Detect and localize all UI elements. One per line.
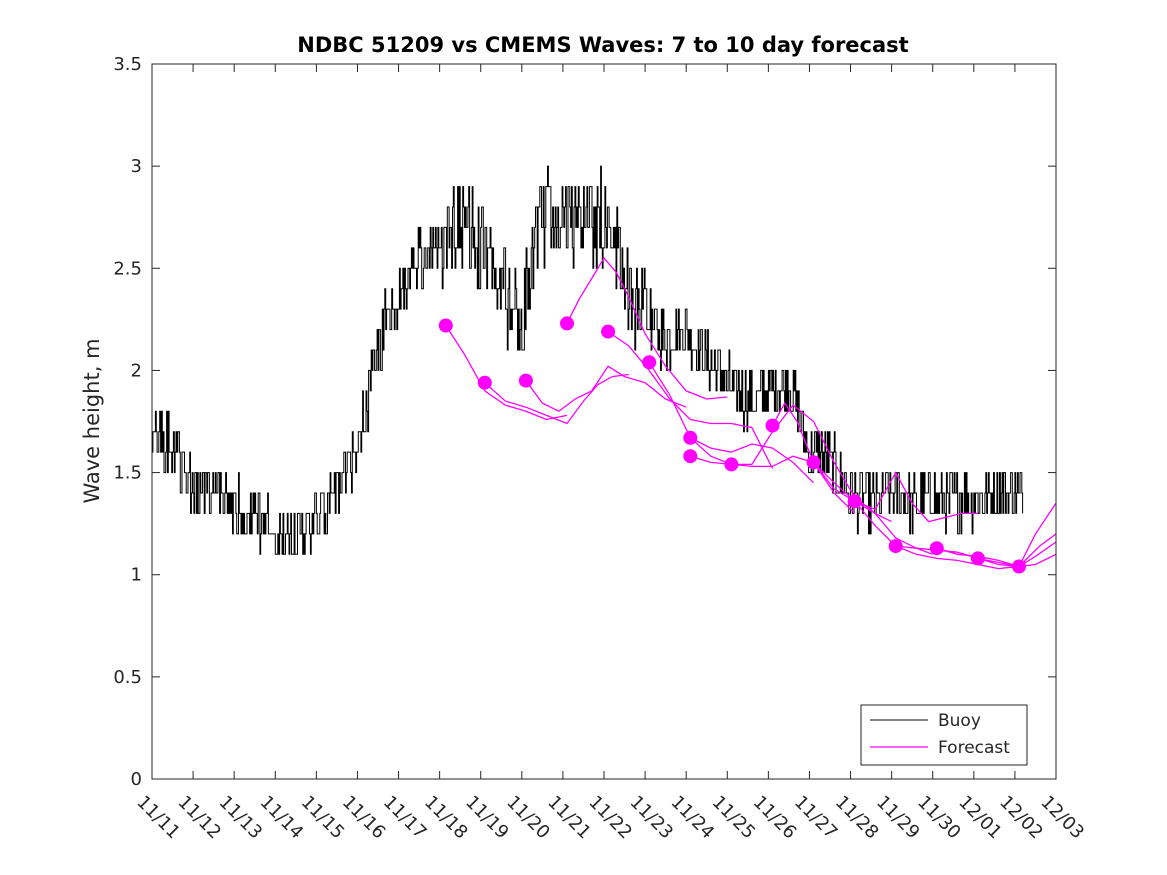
legend-forecast-label: Forecast (938, 738, 1010, 758)
forecast-line-11 (854, 500, 1057, 570)
legend: Buoy Forecast (860, 704, 1028, 766)
forecast-markers (438, 316, 1026, 574)
legend-buoy-label: Buoy (938, 711, 981, 731)
y-tick-label: 0.5 (113, 667, 142, 688)
forecast-marker (765, 418, 780, 433)
forecast-line-5 (607, 331, 774, 469)
forecast-line-10 (813, 461, 978, 523)
forecast-line-7 (689, 437, 856, 514)
y-tick-label: 3 (131, 156, 142, 177)
forecast-marker (601, 324, 616, 339)
forecast-marker (438, 318, 453, 333)
forecast-line-9 (771, 401, 933, 555)
forecast-marker (970, 551, 985, 566)
forecast-marker (724, 457, 739, 472)
forecast-marker (477, 375, 492, 390)
forecast-marker (806, 455, 821, 470)
forecast-marker (683, 430, 698, 445)
y-axis-label: Wave height, m (80, 338, 104, 503)
buoy-series (152, 165, 1024, 555)
y-tick-label: 2 (131, 360, 142, 381)
forecast-marker (518, 373, 533, 388)
forecast-line-1 (445, 325, 568, 421)
forecast-marker (929, 541, 944, 556)
y-tick-label: 1.5 (113, 463, 142, 484)
y-tick-label: 1 (131, 565, 142, 586)
plot-background (152, 64, 1056, 779)
y-tick-label: 2.5 (113, 258, 142, 279)
forecast-line-3 (525, 365, 687, 413)
y-tick-label: 0 (131, 769, 142, 790)
plot-area (151, 63, 1057, 780)
y-axis: 0 0.5 1 1.5 2 2.5 3 3.5 (113, 54, 1056, 790)
forecast-marker (847, 494, 862, 509)
forecast-line-4 (566, 256, 728, 400)
y-tick-label: 3.5 (113, 54, 142, 75)
forecast-marker (560, 316, 574, 331)
forecast-line-13 (936, 502, 1057, 568)
forecast-marker (888, 539, 903, 554)
forecast-line-6 (648, 361, 815, 484)
forecast-marker (642, 355, 657, 370)
forecast-marker (1012, 559, 1026, 574)
forecast-marker (683, 449, 698, 464)
legend-box (860, 704, 1028, 766)
chart-title: NDBC 51209 vs CMEMS Waves: 7 to 10 day f… (297, 33, 908, 57)
forecast-line-2 (484, 373, 629, 425)
buoy-line (152, 165, 1024, 555)
